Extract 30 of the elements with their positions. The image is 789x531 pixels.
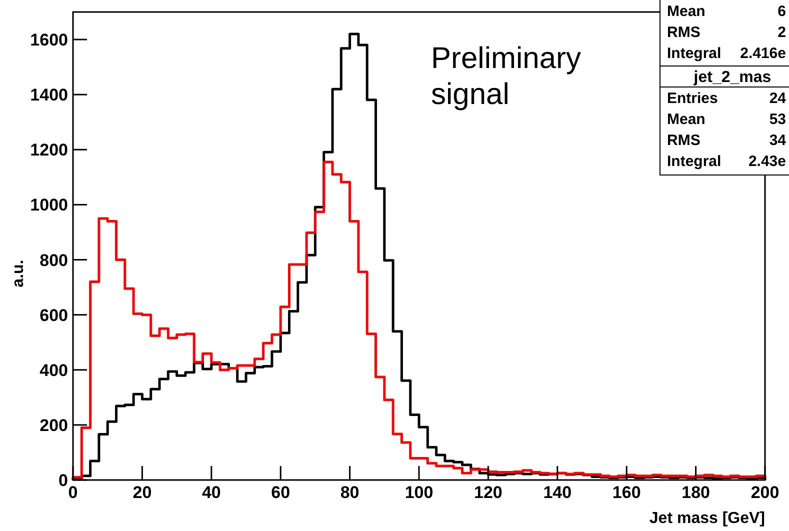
text: Mean 6 (667, 3, 786, 20)
x-axis-title: Jet mass [GeV] (649, 510, 765, 527)
x-tick-label: 200 (750, 483, 780, 502)
text: RMS 34 (667, 132, 786, 149)
y-tick-label: 0 (58, 471, 68, 490)
text: Entries 24 (667, 90, 786, 107)
text: Integral 2.416e (667, 45, 786, 62)
y-tick-label: 1600 (30, 30, 68, 50)
y-tick-label: 200 (40, 416, 68, 435)
x-tick-label: 120 (474, 483, 502, 502)
y-tick-label: 1400 (30, 86, 68, 105)
x-tick-label: 80 (340, 483, 360, 502)
x-tick-label: 180 (682, 483, 710, 502)
x-tick-label: 40 (202, 483, 221, 502)
x-tick-label: 60 (271, 483, 290, 502)
y-tick-label: 1000 (30, 196, 68, 215)
y-tick-label: 600 (40, 306, 68, 325)
x-tick-label: 100 (404, 483, 434, 502)
y-tick-label: 400 (40, 360, 68, 380)
annotation: Preliminary signal (431, 42, 582, 111)
x-tick-label: 160 (612, 483, 641, 502)
y-tick-label: 800 (40, 250, 68, 270)
y-axis-title: a.u. (10, 260, 27, 288)
y-tick-label: 1200 (30, 140, 68, 160)
text: RMS 2 (667, 24, 786, 41)
x-tick-label: 20 (132, 483, 152, 502)
x-tick-label: 140 (543, 483, 572, 502)
text: Integral 2.43e (667, 153, 786, 170)
annotation: jet_2_mas (692, 69, 772, 86)
text: Mean 53 (667, 111, 786, 128)
